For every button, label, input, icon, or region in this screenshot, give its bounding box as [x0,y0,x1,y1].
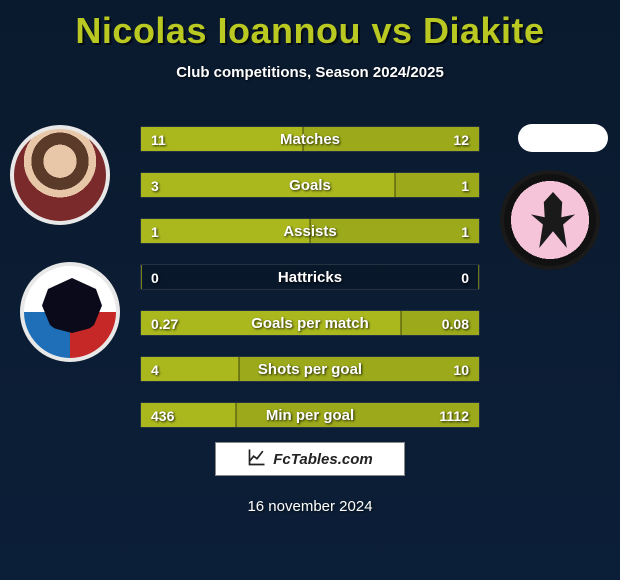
stat-label: Goals [141,173,479,197]
stat-row: 0.27 Goals per match 0.08 [140,310,480,336]
stat-right-value: 1 [451,219,479,243]
stat-label: Assists [141,219,479,243]
brand-link[interactable]: FcTables.com [215,442,405,476]
stat-right-value: 1112 [429,403,479,427]
subtitle: Club competitions, Season 2024/2025 [0,64,620,81]
stat-row: 11 Matches 12 [140,126,480,152]
stat-right-value: 0.08 [432,311,479,335]
stat-row: 436 Min per goal 1112 [140,402,480,428]
right-club-logo [500,170,600,270]
left-player-avatar [10,125,110,225]
right-player-avatar [518,124,608,152]
stat-row: 4 Shots per goal 10 [140,356,480,382]
stat-row: 1 Assists 1 [140,218,480,244]
stat-label: Shots per goal [141,357,479,381]
chart-icon [247,447,267,471]
left-club-logo [20,262,120,362]
stat-label: Matches [141,127,479,151]
stat-label: Hattricks [141,265,479,289]
stat-row: 3 Goals 1 [140,172,480,198]
stats-container: 11 Matches 12 3 Goals 1 1 Assists 1 0 Ha… [140,126,480,448]
stat-label: Goals per match [141,311,479,335]
stat-right-value: 1 [451,173,479,197]
brand-text: FcTables.com [273,451,372,468]
page-title: Nicolas Ioannou vs Diakite [0,0,620,52]
stat-row: 0 Hattricks 0 [140,264,480,290]
stat-right-value: 10 [443,357,479,381]
stat-label: Min per goal [141,403,479,427]
stat-right-value: 12 [443,127,479,151]
stat-right-value: 0 [451,265,479,289]
footer-date: 16 november 2024 [0,498,620,515]
